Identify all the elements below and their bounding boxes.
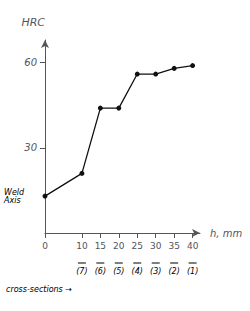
- svg-text:35: 35: [168, 241, 179, 251]
- svg-text:Weld: Weld: [4, 187, 25, 197]
- svg-text:(4): (4): [132, 267, 143, 276]
- svg-text:40: 40: [187, 241, 199, 251]
- svg-text:Axis: Axis: [3, 196, 21, 205]
- svg-text:HRC: HRC: [21, 16, 45, 29]
- svg-text:h, mm: h, mm: [210, 228, 242, 239]
- svg-text:(5): (5): [113, 267, 124, 276]
- svg-text:0: 0: [42, 241, 48, 251]
- svg-text:(6): (6): [95, 267, 106, 276]
- svg-text:(1): (1): [187, 267, 198, 276]
- svg-text:30: 30: [150, 241, 162, 251]
- svg-text:25: 25: [132, 241, 143, 251]
- svg-text:10: 10: [76, 241, 88, 251]
- svg-text:(7): (7): [76, 267, 87, 276]
- svg-text:30: 30: [24, 142, 37, 153]
- svg-text:(3): (3): [150, 267, 161, 276]
- svg-text:60: 60: [24, 57, 37, 68]
- svg-text:cross-sections →: cross-sections →: [6, 285, 72, 294]
- svg-text:15: 15: [95, 241, 106, 251]
- svg-text:(2): (2): [168, 267, 179, 276]
- svg-text:20: 20: [113, 241, 125, 251]
